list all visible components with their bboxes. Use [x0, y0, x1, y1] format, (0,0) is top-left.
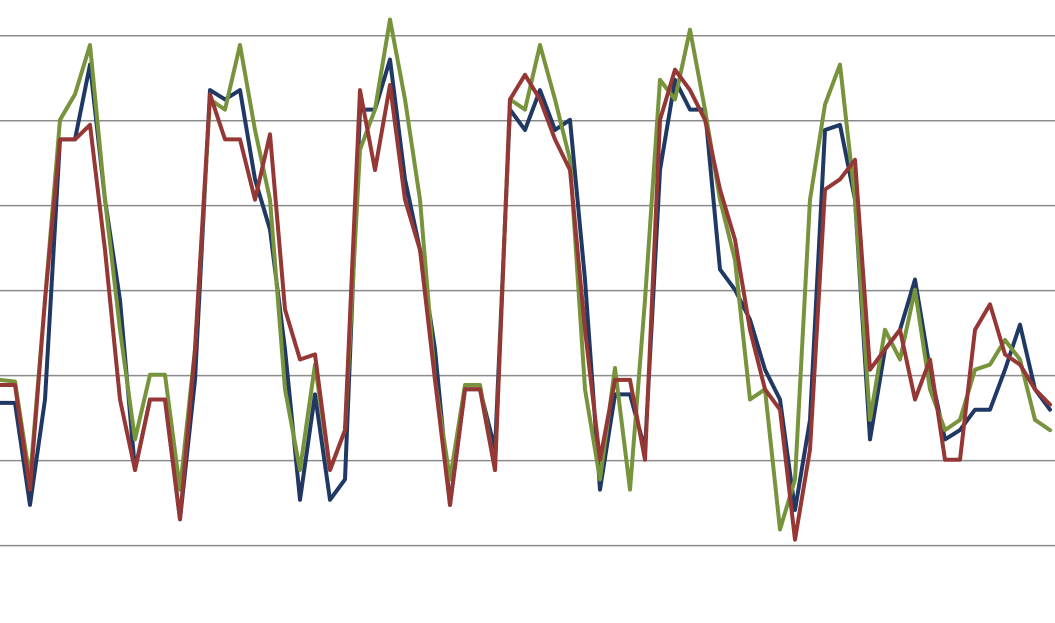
series-line [0, 57, 1052, 522]
series-line [0, 17, 1052, 532]
series-line [0, 67, 1052, 542]
